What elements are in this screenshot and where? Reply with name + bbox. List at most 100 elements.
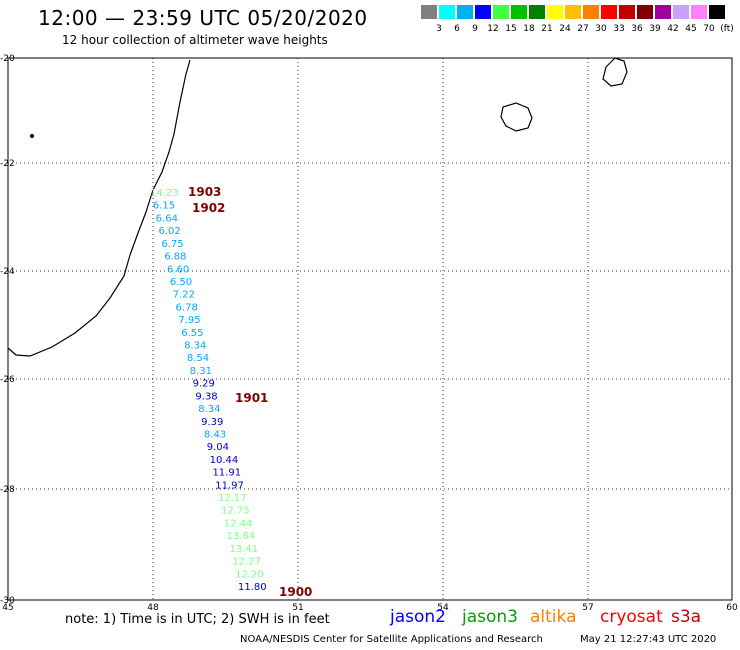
- legend-label: 27: [577, 24, 589, 34]
- legend-swatch: [601, 5, 617, 19]
- map-grid: [8, 58, 732, 600]
- wave-height-value: 8.31: [190, 366, 212, 377]
- pass-time-label: 1902: [192, 201, 225, 215]
- legend-label: 3: [436, 24, 442, 34]
- legend-label: 39: [649, 24, 661, 34]
- satellite-label-jason2: jason2: [390, 607, 446, 627]
- wave-height-value: 12.27: [232, 557, 261, 568]
- legend-label: 6: [454, 24, 460, 34]
- legend-swatch: [583, 5, 599, 19]
- page-subtitle: 12 hour collection of altimeter wave hei…: [62, 33, 328, 47]
- legend-label: 42: [667, 24, 679, 34]
- wave-height-value: 6.88: [164, 252, 186, 263]
- reunion-island: [500, 102, 533, 132]
- legend-swatch: [439, 5, 455, 19]
- legend-swatch: [619, 5, 635, 19]
- wave-height-value: 11.91: [212, 468, 241, 479]
- wave-height-value: 8.54: [187, 353, 209, 364]
- longitude-label: 45: [2, 603, 13, 613]
- wave-height-value: 6.50: [170, 277, 192, 288]
- satellite-label-jason3: jason3: [462, 607, 518, 627]
- timestamp: May 21 12:27:43 UTC 2020: [580, 634, 717, 645]
- legend-label: 45: [685, 24, 697, 34]
- legend-swatch: [565, 5, 581, 19]
- legend-swatch: [529, 5, 545, 19]
- longitude-label: 51: [292, 603, 303, 613]
- latitude-label: -30: [0, 596, 15, 606]
- legend-swatch: [655, 5, 671, 19]
- time-labels: 1903 1902 1901 1900: [188, 185, 312, 599]
- longitude-label: 57: [582, 603, 593, 613]
- wave-height-value: 14.23: [150, 188, 179, 199]
- legend-label: 18: [523, 24, 535, 34]
- wave-height-value: 6.64: [156, 213, 178, 224]
- satellite-label-altika: altika: [530, 607, 577, 627]
- legend-swatch: [673, 5, 689, 19]
- wave-height-value: 8.34: [184, 341, 206, 352]
- latitude-label: -22: [0, 159, 15, 169]
- small-island: [29, 133, 35, 139]
- madagascar-coastline: [7, 59, 191, 357]
- legend-swatch: [547, 5, 563, 19]
- legend-label: 12: [487, 24, 499, 34]
- legend-label: 9: [472, 24, 478, 34]
- wave-height-value: 11.80: [238, 582, 267, 593]
- credit-text: NOAA/NESDIS Center for Satellite Applica…: [240, 634, 543, 645]
- legend-swatch: [421, 5, 437, 19]
- wave-height-value: 13.41: [229, 544, 258, 555]
- wave-height-value: 9.29: [193, 379, 215, 390]
- pass-time-label: 1903: [188, 185, 221, 199]
- legend-swatch: [493, 5, 509, 19]
- longitude-label: 60: [726, 603, 738, 613]
- pass-time-label: 1901: [235, 391, 268, 405]
- wave-height-value: 11.97: [215, 480, 244, 491]
- pass-time-label: 1900: [279, 585, 312, 599]
- wave-height-value: 8.34: [198, 404, 220, 415]
- longitude-label: 48: [147, 603, 159, 613]
- legend-label: 24: [559, 24, 571, 34]
- legend-swatch: [457, 5, 473, 19]
- wave-height-value: 12.17: [218, 493, 247, 504]
- legend-swatch: [709, 5, 725, 19]
- wave-height-value: 6.60: [167, 264, 189, 275]
- legend-label: 30: [595, 24, 607, 34]
- wave-height-value: 10.44: [210, 455, 239, 466]
- legend-label: 21: [541, 24, 553, 34]
- legend-swatch: [691, 5, 707, 19]
- legend-label: 33: [613, 24, 625, 34]
- longitude-label: 54: [437, 603, 449, 613]
- footer-note: note: 1) Time is in UTC; 2) SWH is in fe…: [65, 612, 330, 627]
- page-title: 12:00 — 23:59 UTC 05/20/2020: [38, 6, 368, 30]
- wave-height-value: 6.02: [159, 226, 181, 237]
- coastline: [7, 57, 628, 357]
- legend-swatch: [637, 5, 653, 19]
- wave-height-value: 12.20: [235, 569, 264, 580]
- wave-height-value: 12.75: [221, 506, 250, 517]
- wave-height-value: 6.78: [176, 302, 198, 313]
- wave-height-value: 8.43: [204, 429, 226, 440]
- latitude-label: -26: [0, 375, 15, 385]
- latitude-label: -20: [0, 54, 15, 64]
- wave-height-value: 12.44: [224, 518, 253, 529]
- wave-height-value: 6.75: [161, 239, 183, 250]
- legend-label: 70: [703, 24, 715, 34]
- latitude-label: -28: [0, 485, 15, 495]
- wave-height-value: 9.38: [195, 391, 217, 402]
- wave-height-value: 7.22: [173, 290, 195, 301]
- satellite-label-s3a: s3a: [671, 607, 702, 627]
- legend-label: 15: [505, 24, 517, 34]
- wave-height-value: 6.55: [181, 328, 203, 339]
- map-frame: [7, 57, 733, 601]
- mauritius-island: [602, 57, 628, 87]
- legend-swatch: [511, 5, 527, 19]
- satellite-label-cryosat: cryosat: [600, 607, 663, 627]
- wave-height-value: 13.64: [227, 531, 256, 542]
- legend-label: (ft): [720, 24, 734, 34]
- legend-label: 36: [631, 24, 643, 34]
- wave-height-value: 9.04: [207, 442, 229, 453]
- wave-height-value: 6.15: [153, 201, 175, 212]
- wave-height-value: 7.95: [178, 315, 200, 326]
- wave-height-value: 9.39: [201, 417, 223, 428]
